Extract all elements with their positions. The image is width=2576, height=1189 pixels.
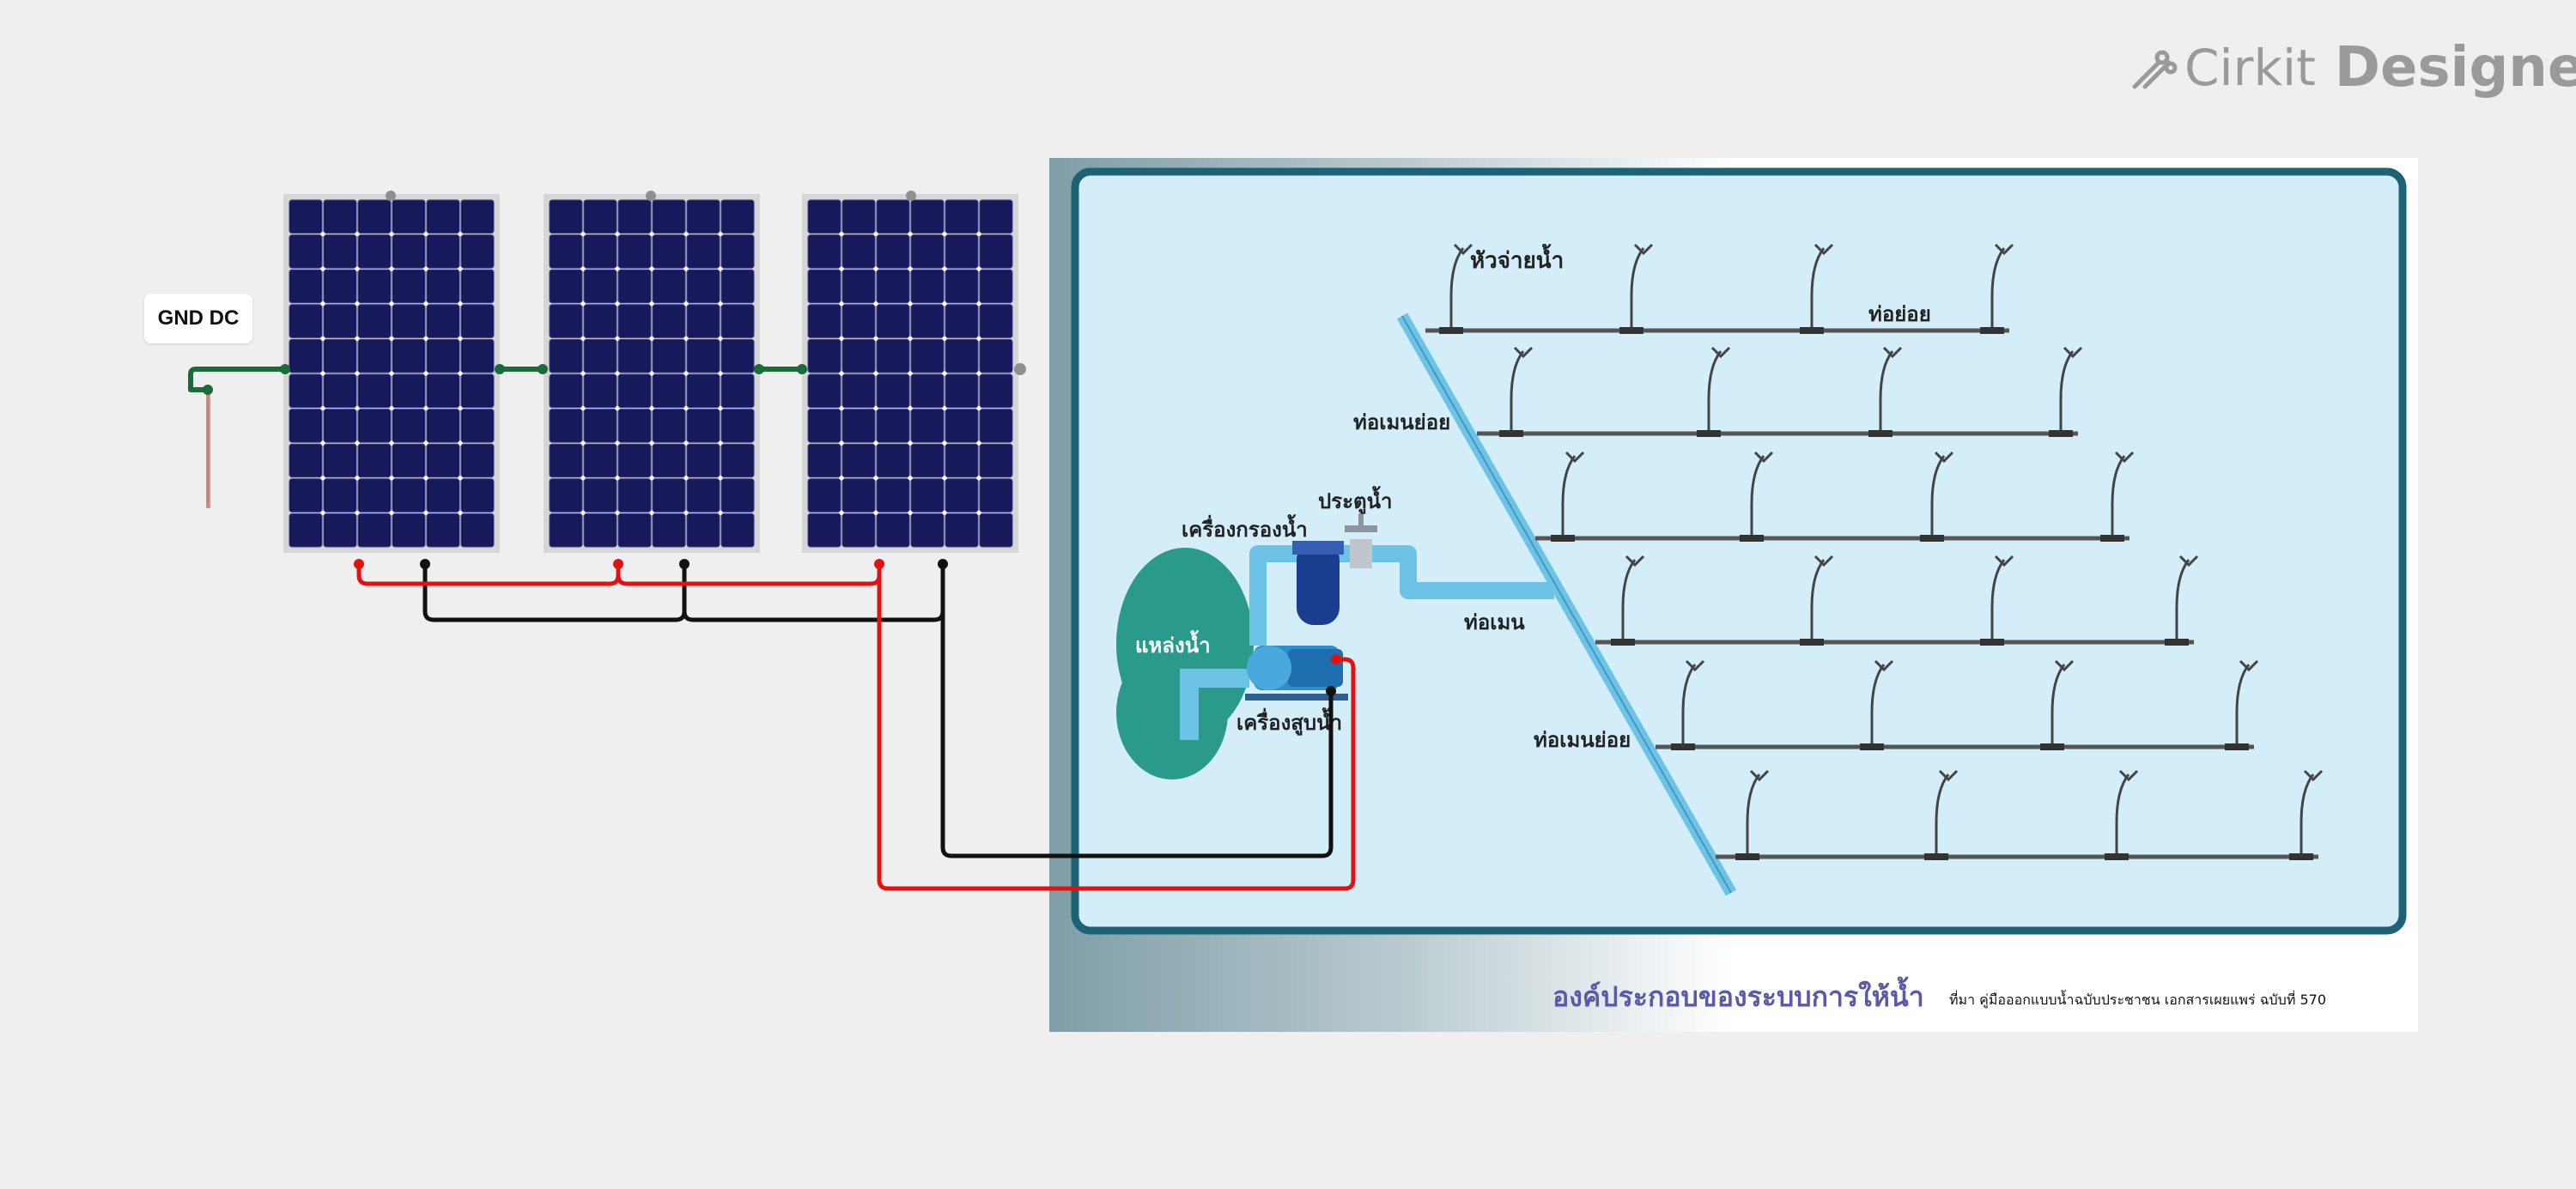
wire-positive-2 [616,561,882,586]
label-water-source: แหล่งน้ำ [1135,629,1211,658]
sprinkler-icon [2165,555,2199,646]
main-pipeline [1249,545,1554,646]
sprinkler-icon [1671,659,1705,750]
sprinkler-heads [1439,243,2324,860]
sprinkler-icon [1740,451,1774,542]
sprinkler-icon [1611,555,1645,646]
label-sprinkler-head: หัวจ่ายน้ำ [1470,243,1564,274]
wire-negative-2 [682,561,945,622]
sprinkler-icon [2100,451,2135,542]
label-filter: เครื่องกรองน้ำ [1182,513,1308,542]
solar-panel-2[interactable] [544,194,760,553]
label-pump: เครื่องสูบน้ำ [1236,707,1342,736]
pump-icon [1245,646,1348,701]
wire-negative-1 [422,561,687,622]
sprinkler-icon [2289,769,2324,860]
wire-link-icon [2132,50,2178,89]
label-lateral-pipe: ท่อย่อย [1868,302,1931,326]
sprinkler-icon [1697,346,1731,437]
sprinkler-icon [1800,243,1834,334]
sprinkler-icon [1860,659,1894,750]
wire-negative-pump [940,609,1334,858]
sprinkler-icon [2225,659,2259,750]
diagram-caption: องค์ประกอบของระบบการให้น้ำ [1552,976,1924,1013]
terminals[interactable] [280,191,1341,696]
label-valve: ประตูน้ำ [1318,485,1392,514]
sprinkler-icon [1439,243,1473,334]
sprinkler-icon [1868,346,1903,437]
brand-cirkit: Cirkit [2184,39,2316,97]
wire-positive-pump [877,573,1356,891]
diagram-source: ที่มา คู่มือออกแบบน้ำฉบับประชาชน เอกสารเ… [1949,990,2326,1009]
wire-ground [188,367,288,392]
sprinkler-icon [2049,346,2083,437]
sprinkler-icon [1980,555,2014,646]
sprinkler-icon [2105,769,2139,860]
ground-dc[interactable] [203,385,213,508]
sprinkler-icon [1924,769,1959,860]
valve-icon [1345,513,1377,568]
wire-positive-1 [356,561,621,586]
sprinkler-icon [2040,659,2075,750]
sprinkler-icon [1980,243,2014,334]
sprinkler-icon [1800,555,1834,646]
sprinkler-icon [1619,243,1654,334]
sprinkler-icon [1499,346,1534,437]
solar-panel-1[interactable] [283,194,500,553]
solar-panel-3[interactable] [802,194,1018,553]
irrigation-diagram-image[interactable]: หัวจ่ายน้ำ ท่อย่อย ท่อเมนย่อย ประตูน้ำ เ… [1049,158,2418,1032]
lateral-pipes [1425,328,2318,859]
label-sub-main-top: ท่อเมนย่อย [1353,410,1450,434]
water-source [1116,548,1254,780]
sprinkler-icon [1735,769,1770,860]
sprinkler-icon [1551,451,1585,542]
cirkit-designer-logo: Cirkit Designer [2129,36,2576,100]
wires [188,367,1356,891]
label-sub-main-bottom: ท่อเมนย่อย [1534,728,1631,752]
label-main-pipe: ท่อเมน [1464,610,1525,634]
sprinkler-icon [1920,451,1954,542]
filter-icon [1292,541,1344,625]
ground-dc-label: GND DC [144,294,252,343]
brand-designer: Designer [2334,36,2576,100]
